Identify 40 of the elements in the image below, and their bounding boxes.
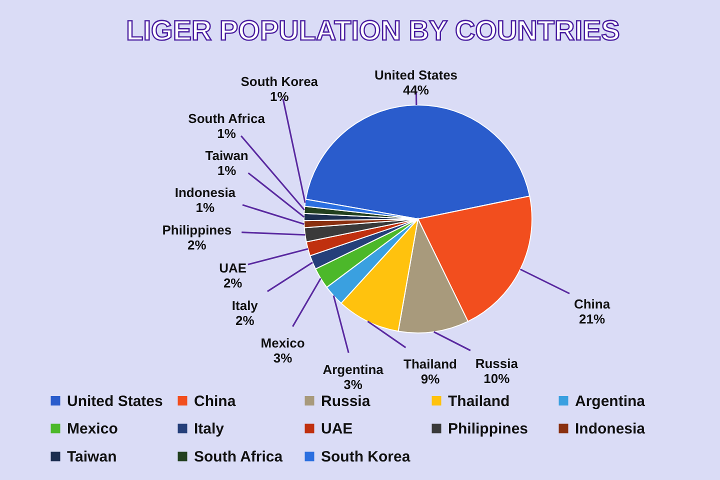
legend-label: Russia <box>321 392 371 410</box>
data-label: 2% <box>188 238 207 253</box>
slice-label: South Korea <box>240 74 319 89</box>
data-label: 10% <box>484 370 510 386</box>
legend-label: United States <box>67 392 163 410</box>
chart-title: LIGER POPULATION BY COUNTRIES <box>126 15 620 46</box>
data-label: 1% <box>270 88 290 104</box>
slice-label: Philippines <box>162 222 232 238</box>
legend-label: South Korea <box>321 448 411 466</box>
data-label: 1% <box>217 126 236 141</box>
data-label: 1% <box>217 162 237 178</box>
data-label: 44% <box>402 82 430 98</box>
slice-label: UAE <box>219 260 247 276</box>
legend-label: Thailand <box>448 392 510 410</box>
legend-label: Taiwan <box>67 448 117 466</box>
slice-label: Russia <box>475 356 519 371</box>
legend-label: Philippines <box>448 420 528 438</box>
legend-label: South Africa <box>194 448 284 466</box>
data-label: 3% <box>273 350 293 366</box>
slice-label: China <box>574 296 611 312</box>
legend-label: Argentina <box>575 392 646 410</box>
data-label: 1% <box>196 200 216 216</box>
slice-label: Argentina <box>322 362 384 377</box>
data-label: 2% <box>223 275 243 290</box>
slice-label: Taiwan <box>205 148 248 163</box>
legend-label: Mexico <box>67 420 118 438</box>
legend-label: Indonesia <box>575 420 646 438</box>
slice-label: Italy <box>232 298 259 313</box>
data-label: 21% <box>579 312 606 327</box>
data-label: 3% <box>344 376 363 392</box>
slice-label: Mexico <box>260 336 305 351</box>
legend-label: China <box>194 392 236 410</box>
data-label: 2% <box>236 312 255 328</box>
slice-label: Indonesia <box>174 185 236 200</box>
slice-label: Thailand <box>404 356 458 372</box>
legend-label: UAE <box>321 420 353 438</box>
slice-label: South Africa <box>188 110 266 126</box>
data-label: 9% <box>420 372 440 387</box>
slice-label: United States <box>374 67 458 82</box>
legend-label: Italy <box>194 420 225 438</box>
